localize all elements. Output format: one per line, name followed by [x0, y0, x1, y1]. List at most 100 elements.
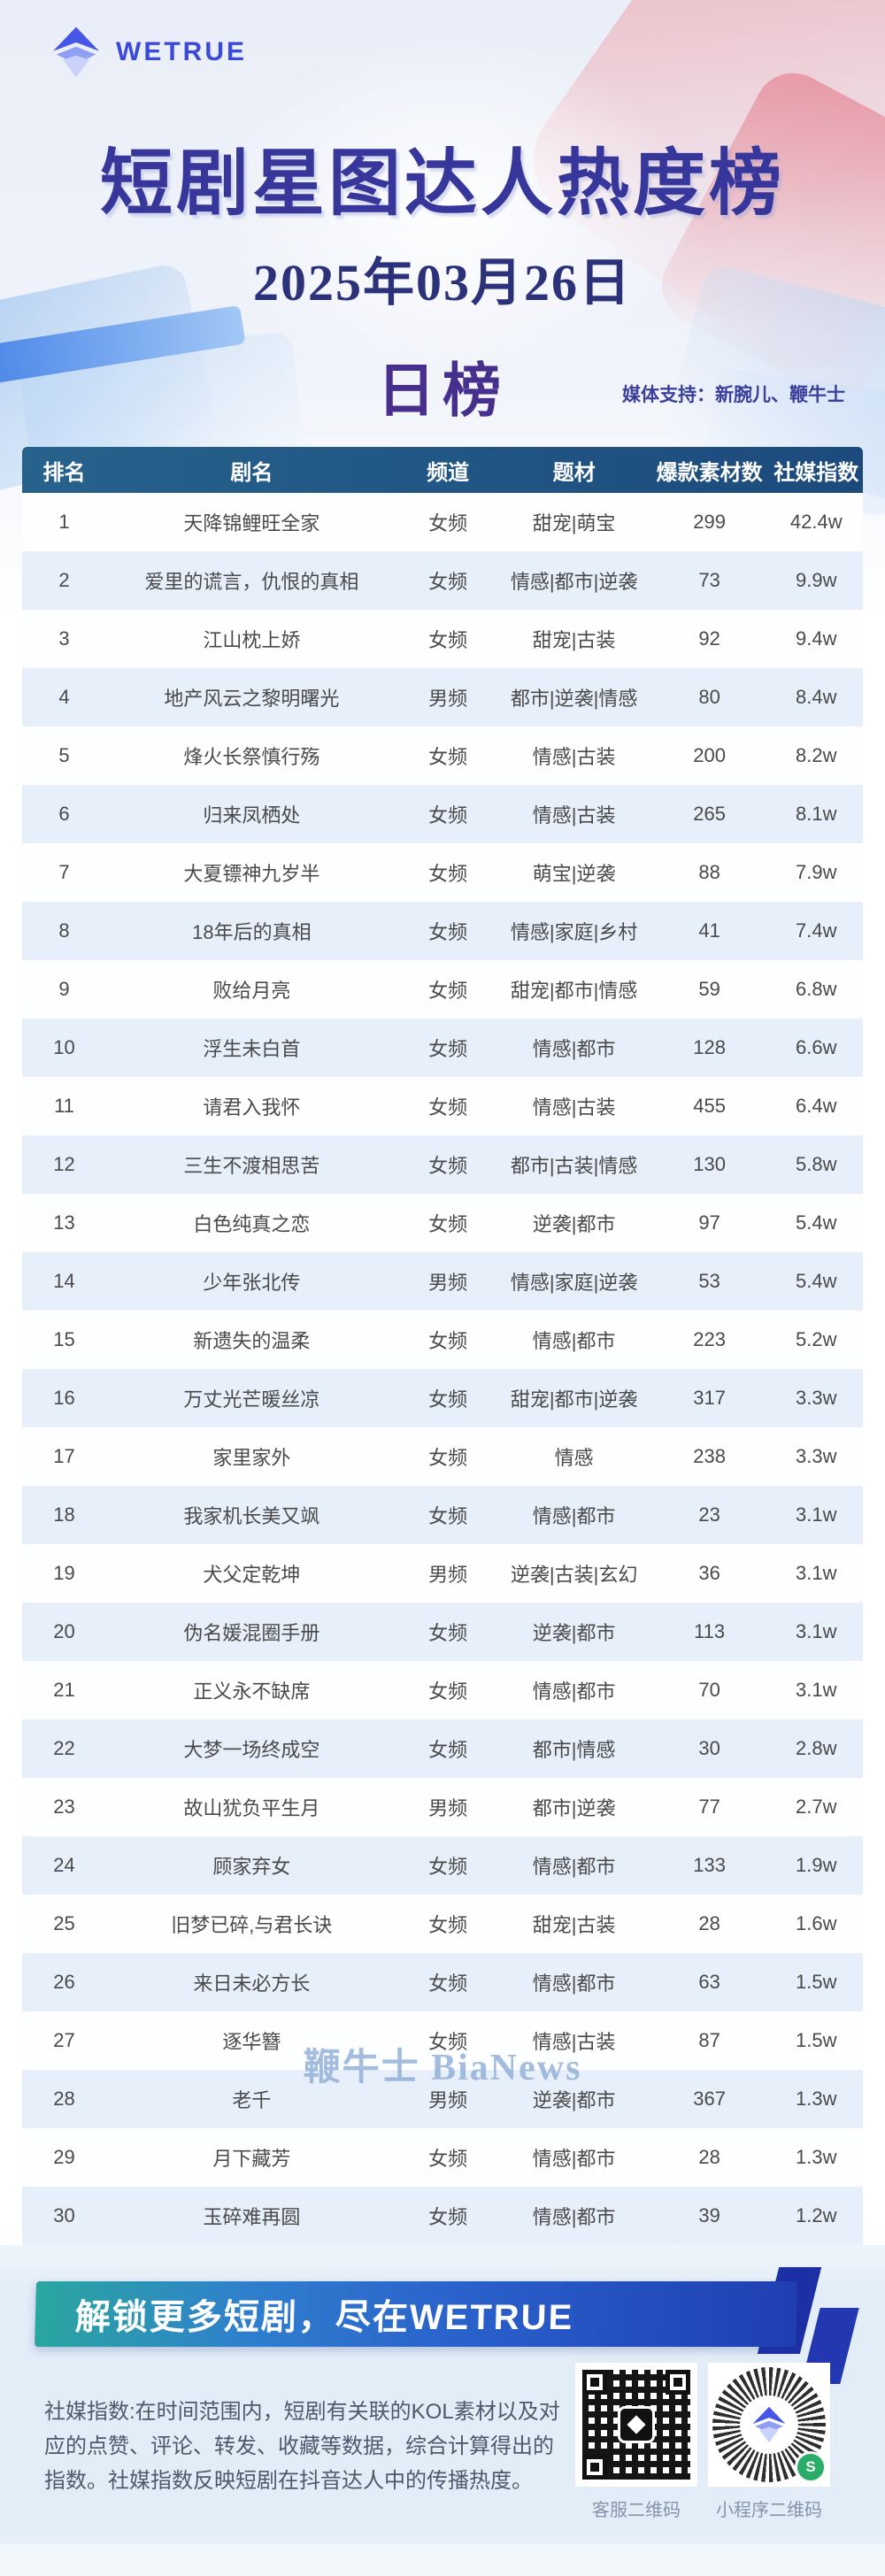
material-count-cell: 133: [693, 1854, 726, 1876]
table-row: 5 烽火长祭慎行殇 女频 情感|古装 200 8.2w: [22, 727, 863, 785]
drama-name-cell: 浮生未白首: [203, 1038, 301, 1060]
channel-cell: 女频: [428, 1972, 468, 1995]
rank-cell: 23: [53, 1796, 75, 1818]
rank-cell: 8: [58, 919, 70, 942]
social-index-cell: 9.9w: [795, 569, 837, 591]
channel-cell: 女频: [428, 1096, 468, 1119]
drama-name-cell: 来日未必方长: [193, 1972, 311, 1995]
material-count-cell: 130: [693, 1153, 726, 1175]
channel-cell: 女频: [428, 980, 468, 1002]
social-index-cell: 5.4w: [795, 1270, 837, 1292]
column-header-social-index: 社媒指数: [773, 460, 859, 485]
watermark-text: 鞭牛士 BiaNews: [303, 2048, 582, 2088]
qr-finder-icon: [666, 2370, 690, 2395]
channel-cell: 女频: [428, 1447, 468, 1469]
social-index-cell: 7.9w: [795, 861, 837, 883]
drama-name-cell: 正义永不缺席: [193, 1680, 311, 1703]
wetrue-qr-center-icon: [618, 2406, 655, 2443]
social-index-cell: 5.2w: [795, 1328, 837, 1350]
genre-cell: 逆袭|都市: [532, 1213, 616, 1235]
rank-cell: 3: [58, 627, 70, 650]
rank-cell: 12: [53, 1153, 75, 1175]
material-count-cell: 87: [698, 2029, 720, 2051]
rank-cell: 10: [53, 1036, 75, 1058]
material-count-cell: 299: [693, 511, 726, 533]
rank-cell: 1: [58, 511, 70, 533]
channel-cell: 女频: [428, 1622, 468, 1644]
wetrue-diamond-icon: [752, 2406, 786, 2443]
channel-cell: 女频: [428, 1739, 468, 1761]
drama-name-cell: 新遗失的温柔: [193, 1330, 311, 1352]
genre-cell: 甜宠|都市|情感: [510, 980, 638, 1002]
channel-cell: 男频: [428, 2089, 468, 2111]
material-count-cell: 70: [698, 1679, 720, 1701]
genre-cell: 情感|都市: [532, 1505, 616, 1527]
table-row: 14 少年张北传 男频 情感|家庭|逆袭 53 5.4w: [22, 1252, 863, 1311]
social-index-cell: 6.8w: [795, 978, 837, 1000]
table-row: 19 犬父定乾坤 男频 逆袭|古装|玄幻 36 3.1w: [22, 1544, 863, 1603]
column-header-channel: 频道: [427, 460, 470, 485]
table-row: 27 逐华簪 女频 情感|古装 87 1.5w: [22, 2011, 863, 2070]
media-support-label: 媒体支持：新腕儿、鞭牛士: [622, 385, 845, 405]
social-index-cell: 7.4w: [795, 919, 837, 942]
rank-cell: 19: [53, 1562, 75, 1584]
rank-cell: 26: [53, 1971, 75, 1993]
genre-cell: 都市|逆袭|情感: [510, 688, 638, 710]
table-row: 4 地产风云之黎明曙光 男频 都市|逆袭|情感 80 8.4w: [22, 668, 863, 727]
wetrue-diamond-icon: [52, 27, 100, 78]
customer-service-qr-label: 客服二维码: [592, 2501, 681, 2520]
social-index-cell: 3.1w: [795, 1679, 837, 1701]
material-count-cell: 30: [698, 1737, 720, 1759]
drama-name-cell: 请君入我怀: [203, 1096, 301, 1119]
channel-cell: 女频: [428, 804, 468, 827]
rank-cell: 22: [53, 1737, 75, 1759]
genre-cell: 情感|古装: [532, 2031, 616, 2053]
column-header-rank: 排名: [42, 460, 86, 485]
genre-cell: 甜宠|萌宝: [532, 512, 616, 534]
drama-name-cell: 大梦一场终成空: [183, 1739, 320, 1761]
drama-name-cell: 大夏镖神九岁半: [183, 863, 320, 885]
genre-cell: 甜宠|古装: [532, 1914, 616, 1936]
channel-cell: 男频: [428, 688, 468, 710]
genre-cell: 都市|情感: [532, 1739, 616, 1761]
drama-name-cell: 旧梦已碎,与君长诀: [171, 1914, 333, 1936]
column-header-drama-name: 剧名: [230, 460, 273, 485]
drama-name-cell: 爱里的谎言，仇恨的真相: [144, 571, 359, 593]
miniprogram-qr-label: 小程序二维码: [716, 2501, 822, 2520]
ranking-table: 排名 剧名 频道 题材 爆款素材数 社媒指数 1 天降锦鲤旺全家 女频 甜宠|萌宝 29…: [22, 447, 863, 2245]
rank-cell: 13: [53, 1211, 75, 1234]
table-row: 22 大梦一场终成空 女频 都市|情感 30 2.8w: [22, 1719, 863, 1778]
social-index-cell: 5.4w: [795, 1211, 837, 1234]
genre-cell: 萌宝|逆袭: [532, 863, 616, 885]
material-count-cell: 23: [698, 1503, 720, 1526]
drama-name-cell: 家里家外: [212, 1447, 291, 1469]
column-header-material-count: 爆款素材数: [656, 460, 763, 485]
genre-cell: 逆袭|都市: [532, 1622, 616, 1644]
social-index-cell: 8.1w: [795, 803, 837, 825]
genre-cell: 情感|古装: [532, 746, 616, 768]
wetrue-logo: WETRUE: [49, 25, 247, 80]
bottom-strip: [0, 2544, 885, 2576]
social-index-cell: 1.2w: [795, 2204, 837, 2226]
drama-name-cell: 少年张北传: [203, 1272, 301, 1294]
table-row: 6 归来凤栖处 女频 情感|古装 265 8.1w: [22, 785, 863, 843]
rank-cell: 21: [53, 1679, 75, 1701]
genre-cell: 情感|古装: [532, 1096, 616, 1119]
promo-banner-text: 解锁更多短剧，尽在WETRUE: [74, 2298, 574, 2337]
drama-name-cell: 伪名媛混圈手册: [183, 1622, 320, 1644]
channel-cell: 女频: [428, 2148, 468, 2170]
social-index-cell: 6.4w: [795, 1095, 837, 1117]
social-index-cell: 8.4w: [795, 686, 837, 708]
social-index-cell: 42.4w: [789, 511, 843, 533]
material-count-cell: 28: [698, 2146, 720, 2168]
social-index-cell: 1.5w: [795, 2029, 837, 2051]
rank-cell: 9: [58, 978, 70, 1000]
genre-cell: 情感|都市: [532, 1330, 616, 1352]
wechat-miniprogram-icon: S: [795, 2451, 827, 2483]
channel-cell: 女频: [428, 629, 468, 651]
table-row: 25 旧梦已碎,与君长诀 女频 甜宠|古装 28 1.6w: [22, 1895, 863, 1953]
drama-name-cell: 地产风云之黎明曙光: [164, 688, 340, 710]
rank-cell: 27: [53, 2029, 75, 2051]
channel-cell: 女频: [428, 863, 468, 885]
channel-cell: 男频: [428, 1564, 468, 1586]
